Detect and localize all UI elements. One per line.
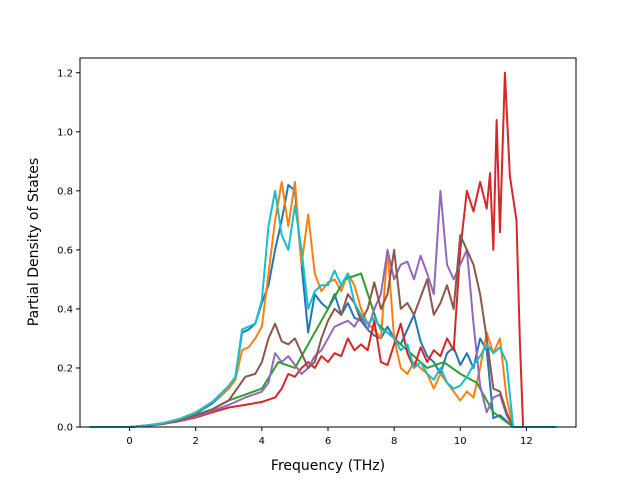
x-tick-label: 10 [454,436,467,447]
x-tick-label: 12 [520,436,533,447]
series-line-4 [89,71,557,428]
x-tick-label: 2 [193,436,199,447]
series-line-6 [89,234,557,428]
x-tick-label: 8 [391,436,397,447]
x-axis-label: Frequency (THz) [271,458,385,474]
y-tick-label: 0.4 [57,304,73,315]
y-tick-label: 0.8 [57,186,73,197]
y-axis-label: Partial Density of States [26,158,42,326]
y-tick-label: 0.2 [57,363,73,374]
y-tick-label: 1.2 [57,68,73,79]
y-tick-label: 0.6 [57,245,73,256]
x-tick-label: 6 [325,436,331,447]
series-line-2 [89,180,557,428]
plot-frame [79,57,577,428]
y-tick-label: 1.0 [57,127,73,138]
y-tick-label: 0.0 [57,423,73,434]
x-axis-ticks: 0 2 4 6 8 10 12 [126,427,533,447]
series-line-1 [89,183,557,428]
x-tick-label: 0 [126,436,132,447]
x-tick-label: 4 [259,436,265,447]
y-axis-ticks: 0.0 0.2 0.4 0.6 0.8 1.0 1.2 [57,68,80,434]
series-lines [89,71,557,428]
series-line-7 [89,189,557,428]
series-line-5 [89,189,557,428]
